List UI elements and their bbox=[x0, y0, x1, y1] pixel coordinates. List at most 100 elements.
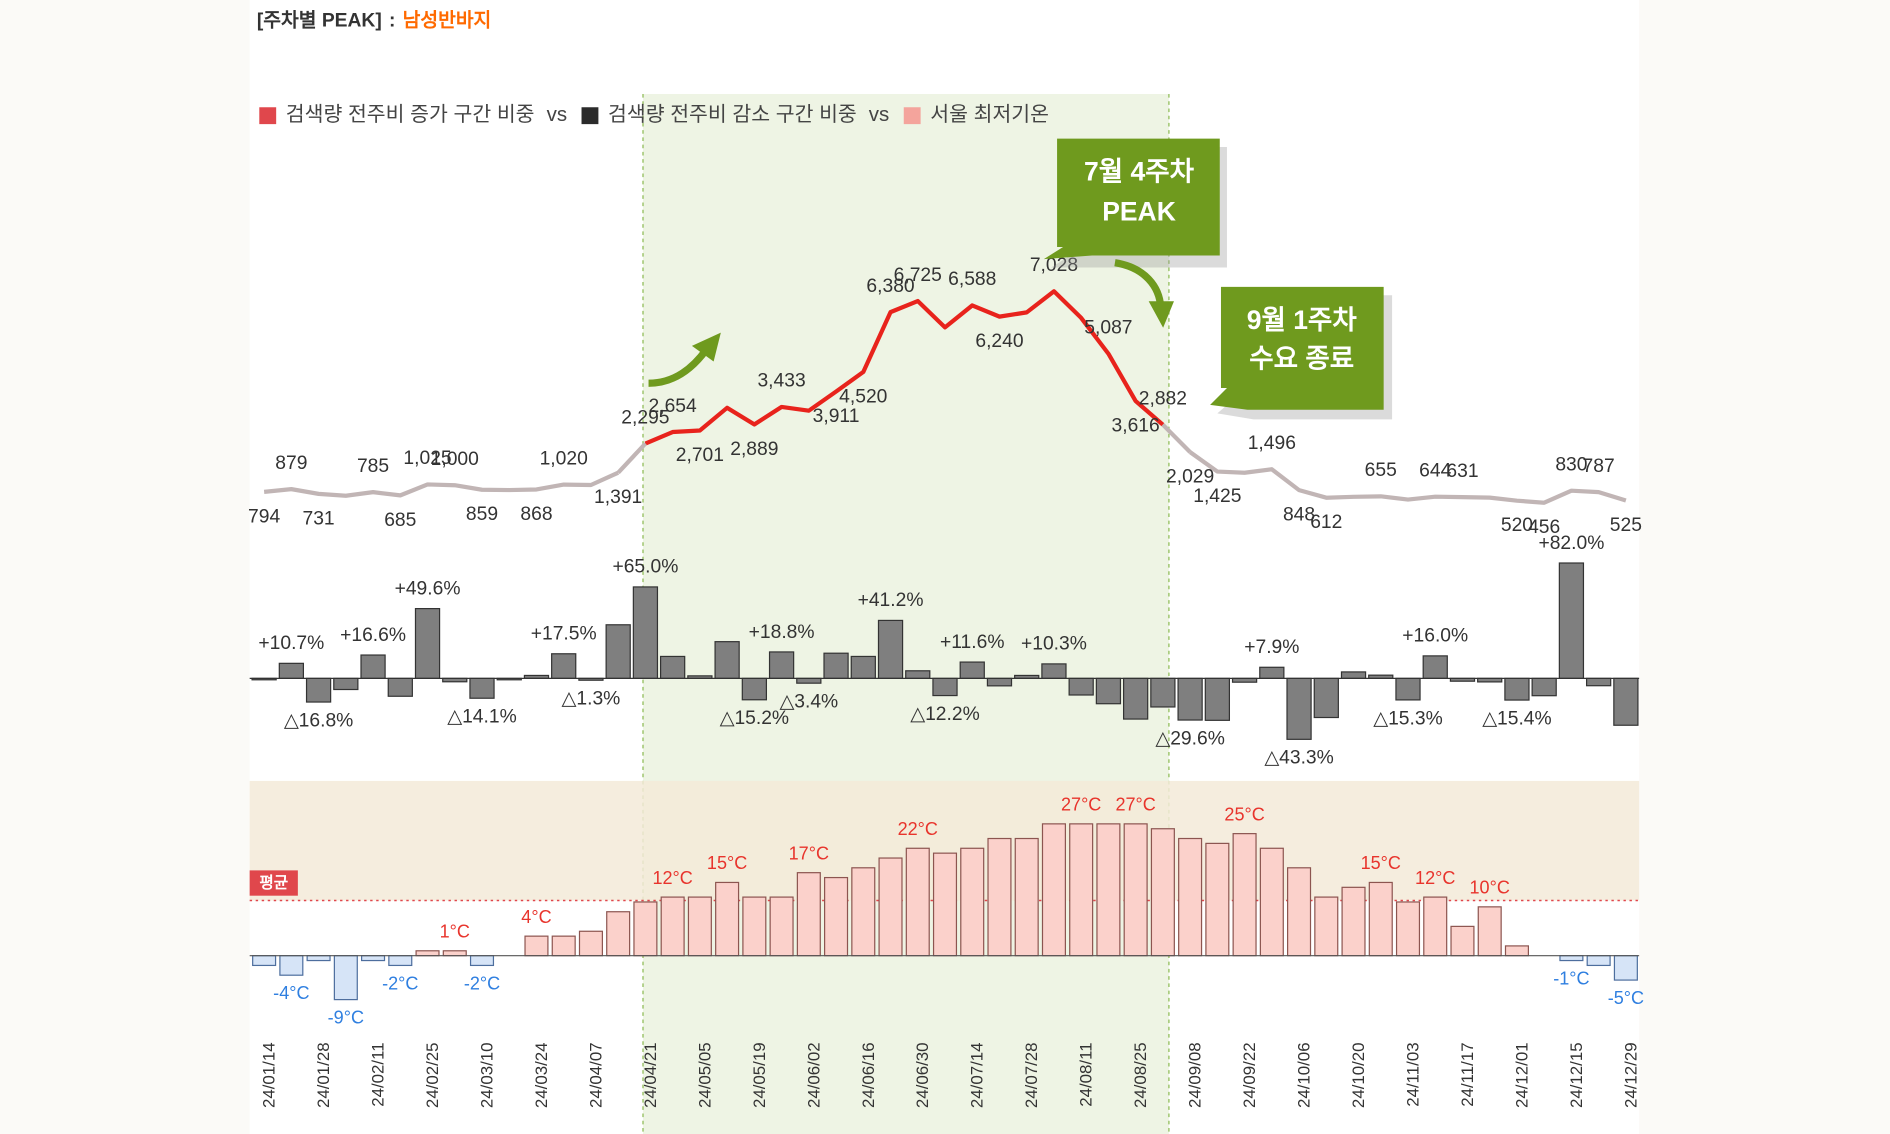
data-label: 1,391 bbox=[594, 487, 642, 508]
data-label: 3,433 bbox=[757, 371, 805, 392]
data-label: -2°C bbox=[382, 973, 418, 993]
data-label: +10.7% bbox=[258, 633, 324, 654]
data-label: 27°C bbox=[1061, 795, 1101, 815]
data-label: 2,889 bbox=[730, 439, 778, 460]
x-tick-label: 24/12/15 bbox=[1567, 1042, 1586, 1108]
data-label: 631 bbox=[1446, 461, 1478, 482]
callout-box bbox=[1210, 286, 1384, 410]
data-label: 787 bbox=[1583, 456, 1615, 477]
temperature-bar bbox=[388, 955, 413, 967]
temperature-bar bbox=[905, 847, 930, 957]
x-tick-label: 24/06/30 bbox=[913, 1042, 932, 1108]
data-label: 520 bbox=[1501, 515, 1533, 536]
temperature-bar bbox=[252, 955, 277, 967]
data-label: 4,520 bbox=[839, 386, 887, 407]
x-tick-label: 24/04/21 bbox=[641, 1042, 660, 1108]
title-separator: : bbox=[389, 11, 395, 32]
temperature-bar bbox=[1477, 906, 1502, 957]
change-bar bbox=[278, 662, 305, 679]
data-label: -1°C bbox=[1553, 969, 1589, 989]
legend-swatch bbox=[903, 107, 921, 125]
data-label: 10°C bbox=[1470, 878, 1510, 898]
data-label: 4°C bbox=[521, 907, 551, 927]
temperature-bar bbox=[1205, 842, 1230, 957]
data-label: 1,000 bbox=[431, 449, 479, 470]
data-label: 6,588 bbox=[948, 269, 996, 290]
change-bar bbox=[333, 677, 359, 691]
x-tick-label: 24/11/03 bbox=[1403, 1042, 1422, 1106]
change-bar bbox=[1585, 677, 1612, 687]
data-label: +7.9% bbox=[1244, 637, 1299, 658]
data-label: 15°C bbox=[1361, 853, 1401, 873]
x-tick-label: 24/10/20 bbox=[1349, 1042, 1368, 1108]
temperature-bar bbox=[660, 896, 685, 957]
temperature-bar bbox=[1423, 896, 1448, 957]
temperature-bar bbox=[687, 896, 712, 957]
data-label: +16.0% bbox=[1402, 626, 1468, 647]
temperature-bar bbox=[1287, 867, 1312, 957]
x-tick-label: 24/05/05 bbox=[695, 1042, 714, 1108]
temperature-bar bbox=[1559, 955, 1584, 962]
change-bar bbox=[741, 677, 768, 701]
trend-arrow bbox=[648, 347, 710, 387]
change-bar bbox=[360, 654, 386, 679]
x-tick-label: 24/08/11 bbox=[1077, 1042, 1096, 1106]
change-bar bbox=[1422, 655, 1448, 679]
x-tick-label: 24/06/16 bbox=[859, 1042, 878, 1108]
temperature-bar bbox=[1014, 837, 1039, 957]
x-tick-label: 24/09/22 bbox=[1240, 1042, 1259, 1108]
data-label: -2°C bbox=[464, 973, 500, 993]
temperature-bar bbox=[1069, 823, 1094, 957]
temperature-bar bbox=[606, 911, 631, 957]
x-tick-label: 24/11/17 bbox=[1458, 1042, 1477, 1106]
x-tick-label: 24/08/25 bbox=[1131, 1042, 1150, 1108]
change-bar bbox=[1095, 677, 1122, 705]
change-bar bbox=[1041, 663, 1067, 679]
temperature-bar bbox=[1368, 881, 1393, 957]
change-bar bbox=[1204, 677, 1231, 721]
x-tick-label: 24/09/08 bbox=[1186, 1042, 1205, 1108]
temperature-bar bbox=[551, 935, 576, 957]
temperature-bar bbox=[361, 955, 386, 962]
data-label: +82.0% bbox=[1538, 533, 1604, 554]
data-label: +49.6% bbox=[395, 578, 461, 599]
average-label: 평균 bbox=[259, 874, 288, 892]
temperature-bar bbox=[279, 955, 304, 976]
data-label: 1,020 bbox=[540, 448, 588, 469]
data-label: 2,029 bbox=[1166, 467, 1214, 488]
data-label: 1,025 bbox=[403, 448, 451, 469]
temperature-bar bbox=[1314, 896, 1339, 957]
legend-label: 검색량 전주비 증가 구간 비중 bbox=[286, 103, 535, 126]
legend-label: 검색량 전주비 감소 구간 비중 bbox=[608, 103, 857, 126]
temperature-bar bbox=[1123, 823, 1148, 957]
legend-swatch bbox=[259, 107, 277, 125]
change-bar bbox=[632, 586, 659, 679]
data-label: -4°C bbox=[273, 983, 309, 1003]
highlight-band bbox=[643, 93, 1169, 1134]
temperature-bar bbox=[1259, 847, 1284, 957]
legend-swatch bbox=[581, 107, 599, 125]
x-tick-label: 24/10/06 bbox=[1295, 1042, 1314, 1108]
temperature-bar bbox=[1504, 945, 1529, 957]
temperature-bar bbox=[1178, 837, 1203, 957]
data-label: 785 bbox=[357, 456, 389, 477]
change-bar bbox=[1177, 677, 1203, 721]
callout-peak: 7월 4주차 PEAK bbox=[1043, 138, 1227, 268]
temperature-bar bbox=[824, 876, 849, 957]
change-bar bbox=[932, 677, 958, 697]
data-label: 612 bbox=[1310, 512, 1342, 533]
data-label: △29.6% bbox=[1155, 728, 1224, 749]
change-bar bbox=[605, 624, 631, 679]
temperature-bar bbox=[878, 857, 903, 957]
data-label: +41.2% bbox=[858, 590, 924, 611]
callout-end: 9월 1주차 수요 종료 bbox=[1210, 286, 1393, 420]
x-tick-label: 24/12/29 bbox=[1621, 1042, 1640, 1108]
line-series bbox=[644, 289, 1165, 446]
change-bar bbox=[1395, 677, 1421, 701]
change-bar bbox=[1286, 677, 1312, 740]
change-bar bbox=[1122, 677, 1149, 720]
data-label: 12°C bbox=[1415, 868, 1455, 888]
data-label: △1.3% bbox=[562, 689, 621, 710]
backgrounds: 평균 bbox=[249, 93, 1640, 1134]
